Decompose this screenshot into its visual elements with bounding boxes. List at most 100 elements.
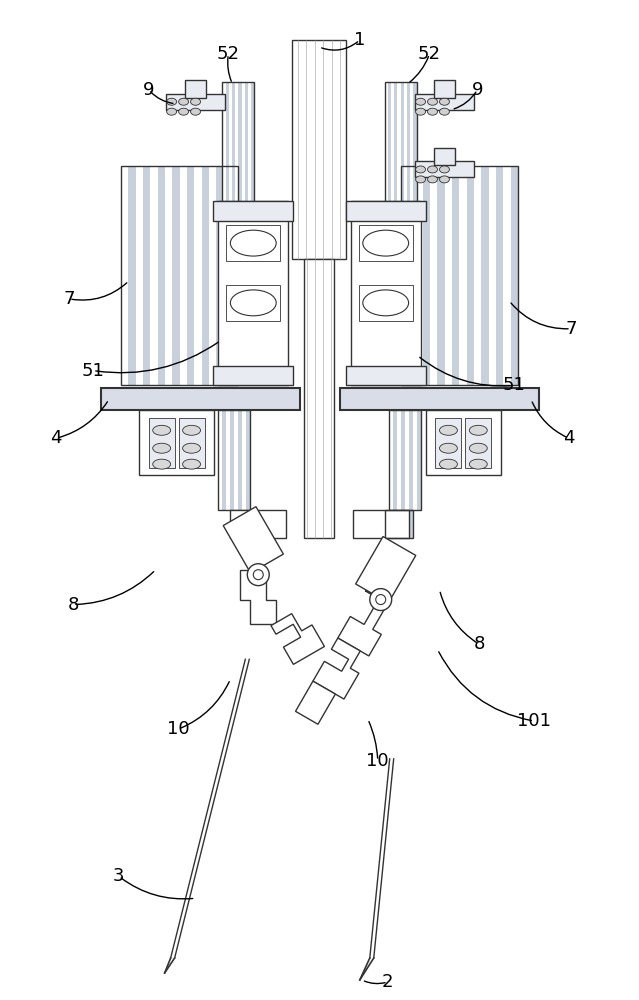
Bar: [345, 399, 534, 402]
Ellipse shape: [167, 108, 176, 115]
Bar: [345, 404, 534, 407]
Ellipse shape: [231, 230, 276, 256]
Bar: [246, 410, 250, 510]
Bar: [158, 166, 165, 385]
Bar: [209, 166, 217, 385]
Bar: [345, 394, 534, 397]
Polygon shape: [271, 614, 325, 664]
Bar: [106, 389, 295, 409]
Polygon shape: [313, 638, 360, 699]
Bar: [345, 407, 534, 409]
Bar: [394, 510, 399, 538]
Bar: [401, 166, 518, 385]
Bar: [213, 366, 293, 385]
Text: 9: 9: [472, 81, 483, 99]
Bar: [410, 82, 413, 266]
Text: 8: 8: [67, 596, 79, 614]
Text: 51: 51: [503, 376, 526, 394]
Bar: [422, 166, 430, 385]
Bar: [231, 410, 235, 510]
Ellipse shape: [427, 166, 438, 173]
Bar: [251, 82, 254, 266]
Ellipse shape: [427, 108, 438, 115]
Ellipse shape: [470, 425, 488, 435]
Bar: [219, 410, 250, 510]
Bar: [433, 148, 456, 165]
Text: 101: 101: [517, 712, 551, 730]
Circle shape: [247, 564, 269, 586]
Bar: [403, 510, 408, 538]
Bar: [404, 410, 408, 510]
Bar: [202, 166, 209, 385]
Bar: [389, 410, 420, 510]
Bar: [106, 399, 295, 402]
Text: 10: 10: [167, 720, 190, 738]
Circle shape: [370, 589, 392, 611]
Ellipse shape: [415, 176, 426, 183]
Bar: [226, 82, 229, 266]
Ellipse shape: [231, 290, 276, 316]
Ellipse shape: [183, 443, 201, 453]
Text: 7: 7: [63, 290, 75, 308]
Bar: [345, 389, 534, 409]
Bar: [345, 397, 534, 399]
Bar: [106, 397, 295, 399]
Ellipse shape: [440, 425, 458, 435]
Bar: [213, 201, 293, 221]
Bar: [223, 507, 283, 573]
Bar: [222, 82, 254, 266]
Ellipse shape: [363, 290, 408, 316]
Bar: [106, 404, 295, 407]
Bar: [292, 40, 346, 259]
Bar: [235, 410, 238, 510]
Bar: [436, 418, 461, 468]
Bar: [511, 166, 518, 385]
Text: 4: 4: [50, 429, 62, 447]
Polygon shape: [338, 591, 388, 656]
Bar: [106, 394, 295, 397]
Text: 52: 52: [217, 45, 240, 63]
Bar: [474, 166, 481, 385]
Bar: [397, 82, 401, 266]
Bar: [388, 82, 391, 266]
Bar: [445, 166, 452, 385]
Ellipse shape: [440, 166, 449, 173]
Text: 1: 1: [354, 31, 366, 49]
Bar: [304, 259, 334, 538]
Bar: [232, 82, 235, 266]
Bar: [139, 410, 215, 475]
Bar: [106, 402, 295, 404]
Bar: [413, 82, 417, 266]
Ellipse shape: [363, 230, 408, 256]
Bar: [391, 82, 394, 266]
Bar: [359, 225, 413, 261]
Text: 10: 10: [366, 752, 389, 770]
Text: 8: 8: [473, 635, 485, 653]
Bar: [430, 166, 437, 385]
Bar: [385, 82, 417, 266]
Bar: [150, 166, 158, 385]
Bar: [437, 166, 445, 385]
Ellipse shape: [190, 98, 201, 105]
Ellipse shape: [470, 443, 488, 453]
Text: 52: 52: [418, 45, 441, 63]
Bar: [385, 510, 413, 538]
Bar: [165, 166, 173, 385]
Bar: [351, 201, 420, 385]
Bar: [242, 82, 245, 266]
Ellipse shape: [415, 166, 426, 173]
Text: 3: 3: [113, 867, 125, 885]
Bar: [504, 166, 511, 385]
Bar: [481, 166, 489, 385]
Ellipse shape: [415, 98, 426, 105]
Bar: [407, 82, 410, 266]
Bar: [389, 410, 393, 510]
Polygon shape: [240, 570, 276, 624]
Bar: [238, 82, 242, 266]
Bar: [149, 418, 174, 468]
Bar: [459, 166, 466, 385]
Bar: [346, 201, 426, 221]
Ellipse shape: [427, 98, 438, 105]
Bar: [248, 82, 251, 266]
Bar: [359, 285, 413, 321]
